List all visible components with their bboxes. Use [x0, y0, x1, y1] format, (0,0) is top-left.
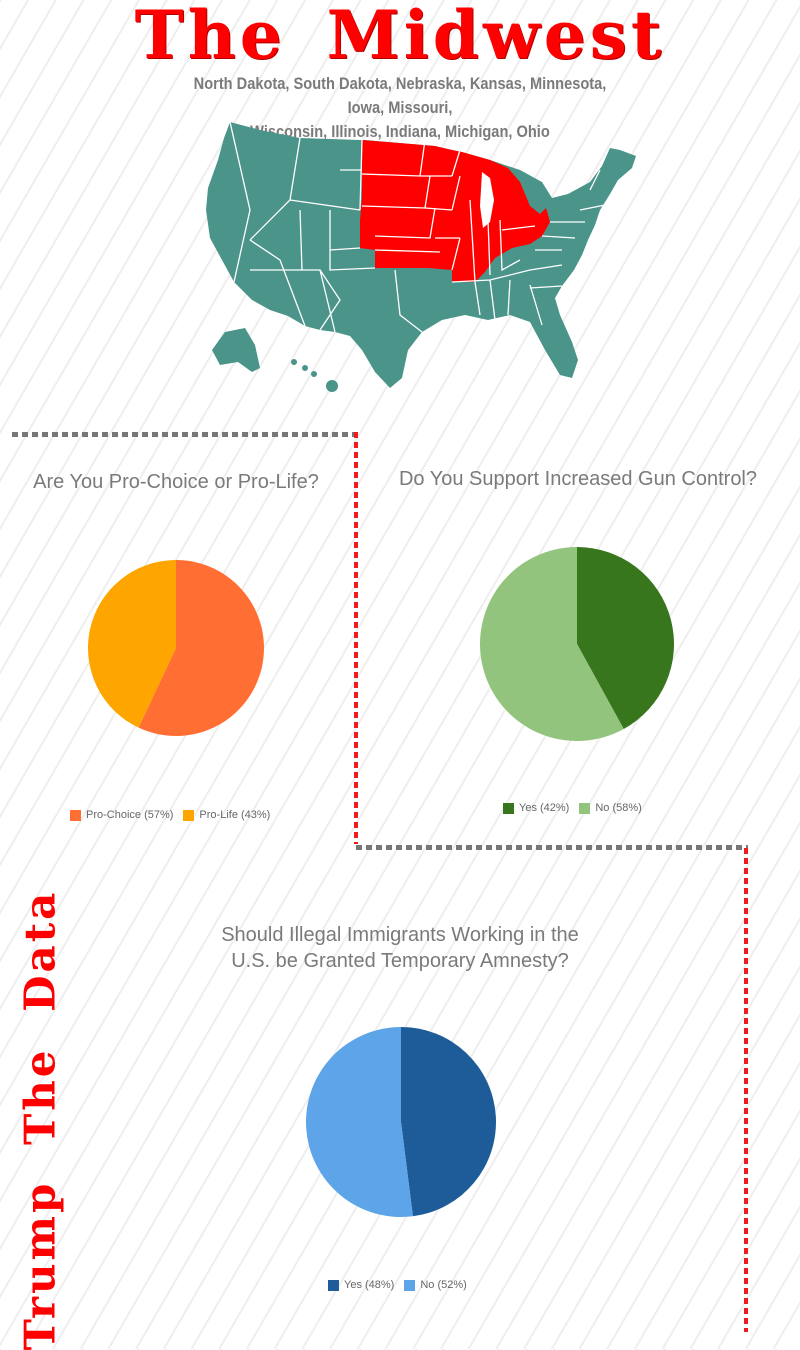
- divider-vertical-right: [744, 848, 748, 1332]
- pie-slice-1: [480, 547, 624, 741]
- pie-slice-0: [401, 1027, 496, 1217]
- divider-top: [12, 432, 358, 437]
- divider-vertical-middle: [354, 432, 358, 844]
- legend-label-pro-choice: Pro-Choice (57%): [86, 809, 174, 821]
- legend-swatch-amnesty-yes: [328, 1279, 339, 1291]
- legend-swatch-pro-life: [183, 809, 195, 821]
- us-map: [206, 121, 636, 392]
- lake-michigan-shape: [480, 172, 494, 228]
- chart-3-legend: Yes (48%) No (52%): [328, 1279, 467, 1291]
- chart-2-pie: [480, 547, 674, 741]
- chart-2-legend: Yes (42%) No (58%): [503, 802, 642, 814]
- legend-label-amnesty-yes: Yes (48%): [344, 1279, 395, 1291]
- subtitle-line-1: North Dakota, South Dakota, Nebraska, Ka…: [193, 74, 607, 117]
- legend-swatch-gun-no: [579, 802, 591, 814]
- subtitle-line-2: Wisconsin, Illinois, Indiana, Michigan, …: [250, 122, 550, 141]
- chart-1-legend: Pro-Choice (57%) Pro-Life (43%): [70, 809, 270, 821]
- chart-3-title-line-2: U.S. be Granted Temporary Amnesty?: [231, 950, 569, 972]
- chart-1-pie: [88, 560, 264, 736]
- chart-3-pie: [306, 1027, 496, 1217]
- state-borders: [229, 121, 606, 333]
- chart-3-title: Should Illegal Immigrants Working in the…: [170, 922, 630, 974]
- region-states-list: North Dakota, South Dakota, Nebraska, Ka…: [185, 72, 615, 144]
- pie-slice-0: [577, 547, 674, 730]
- divider-middle: [356, 845, 748, 850]
- chart-3-title-line-1: Should Illegal Immigrants Working in the: [221, 924, 579, 946]
- pie-slice-1: [306, 1027, 413, 1217]
- legend-item-amnesty-no: No (52%): [404, 1279, 467, 1291]
- legend-item-amnesty-yes: Yes (48%): [328, 1279, 394, 1291]
- page-title: The Midwest: [134, 0, 666, 74]
- legend-swatch-amnesty-no: [404, 1279, 416, 1291]
- side-brand-label: Trump The Data: [15, 889, 65, 1350]
- legend-label-amnesty-no: No (52%): [420, 1279, 467, 1291]
- legend-label-gun-yes: Yes (42%): [519, 802, 570, 814]
- pie-slice-1: [88, 560, 176, 728]
- legend-swatch-gun-yes: [503, 802, 514, 814]
- legend-label-gun-no: No (58%): [595, 802, 642, 814]
- legend-swatch-pro-choice: [70, 809, 81, 821]
- pie-slice-0: [138, 560, 264, 736]
- legend-item-gun-yes: Yes (42%): [503, 802, 569, 814]
- chart-1-title: Are You Pro-Choice or Pro-Life?: [33, 471, 319, 493]
- legend-item-pro-choice: Pro-Choice (57%): [70, 809, 173, 821]
- legend-label-pro-life: Pro-Life (43%): [199, 809, 271, 821]
- alaska-shape: [212, 328, 260, 372]
- legend-item-pro-life: Pro-Life (43%): [183, 809, 270, 821]
- hawaii-shape: [291, 359, 338, 392]
- chart-2-title: Do You Support Increased Gun Control?: [398, 468, 758, 490]
- legend-item-gun-no: No (58%): [579, 802, 642, 814]
